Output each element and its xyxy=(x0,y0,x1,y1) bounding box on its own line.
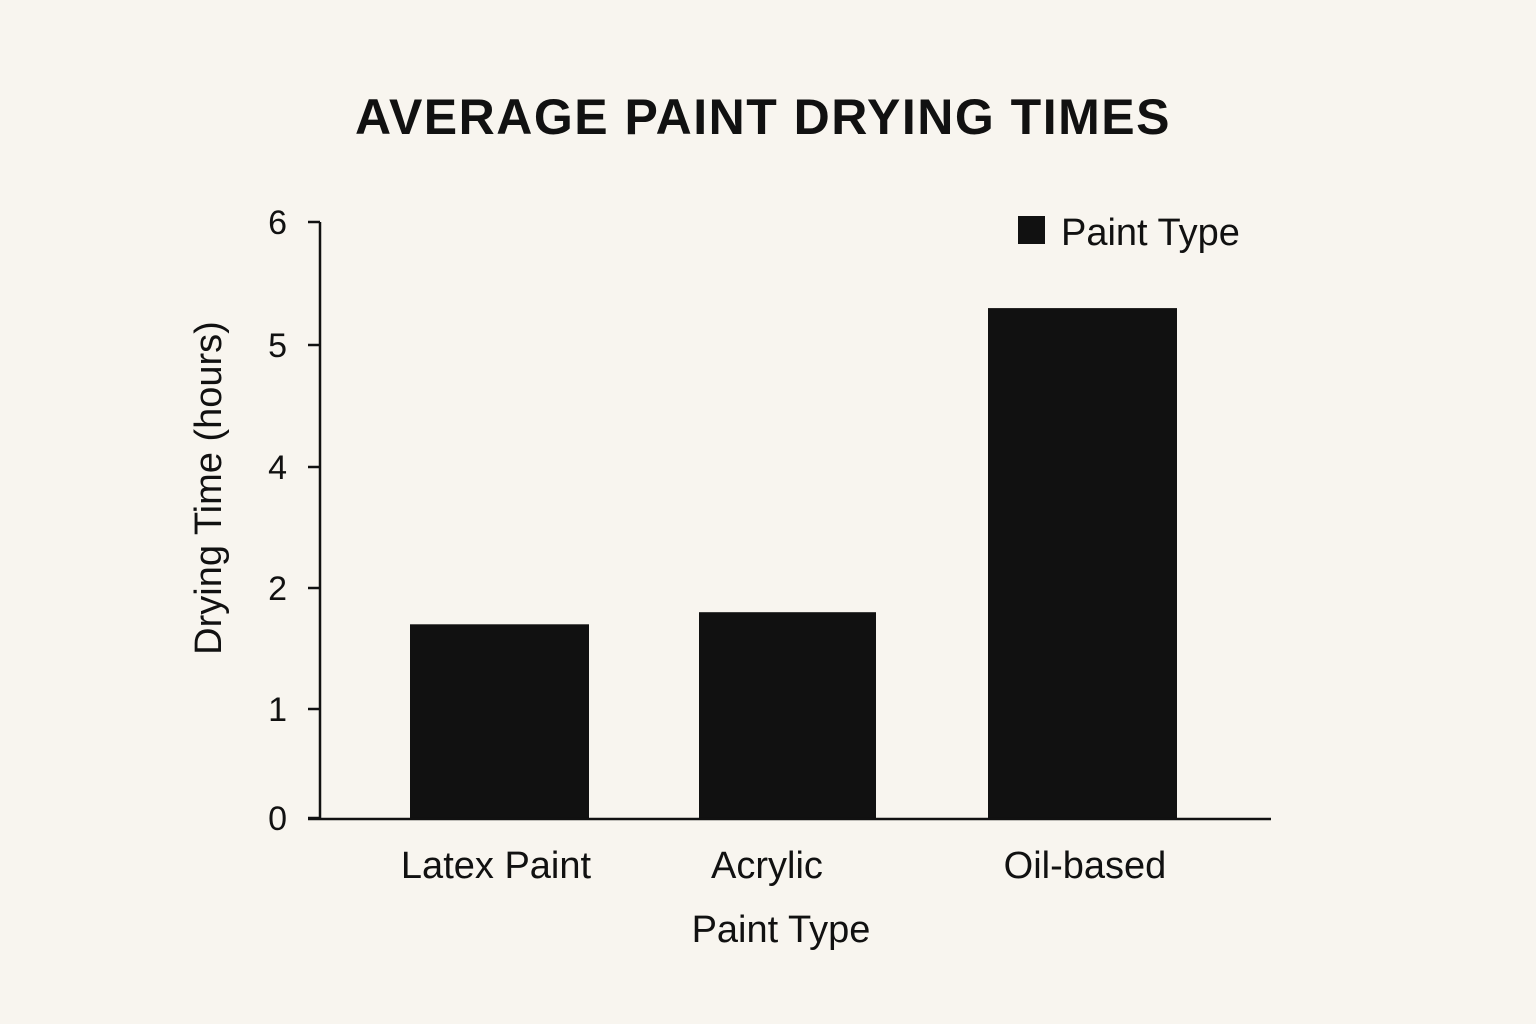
bars xyxy=(410,308,1177,819)
y-axis-label: Drying Time (hours) xyxy=(188,321,230,655)
legend-swatch xyxy=(1018,216,1045,244)
x-axis-categories: Latex Paint Acrylic Oil-based xyxy=(401,845,1166,887)
x-category-label: Oil-based xyxy=(1004,845,1167,887)
bar-latex-paint xyxy=(410,624,589,819)
y-tick-label: 2 xyxy=(268,570,287,608)
chart-title: AVERAGE PAINT DRYING TIMES xyxy=(355,89,1171,145)
x-category-label: Acrylic xyxy=(711,845,823,887)
bar-oil-based xyxy=(988,308,1177,819)
y-tick-label: 4 xyxy=(268,449,287,487)
bar-acrylic xyxy=(699,612,876,819)
y-tick-label: 1 xyxy=(268,691,287,729)
y-tick-label: 5 xyxy=(268,327,287,365)
x-category-label: Latex Paint xyxy=(401,845,592,887)
legend: Paint Type xyxy=(1018,212,1240,254)
y-axis-ticks: 0 1 2 4 5 6 xyxy=(268,204,320,838)
y-tick-label: 6 xyxy=(268,204,287,242)
y-tick-label: 0 xyxy=(268,800,287,838)
x-axis-label: Paint Type xyxy=(692,909,871,951)
legend-label: Paint Type xyxy=(1061,212,1240,254)
